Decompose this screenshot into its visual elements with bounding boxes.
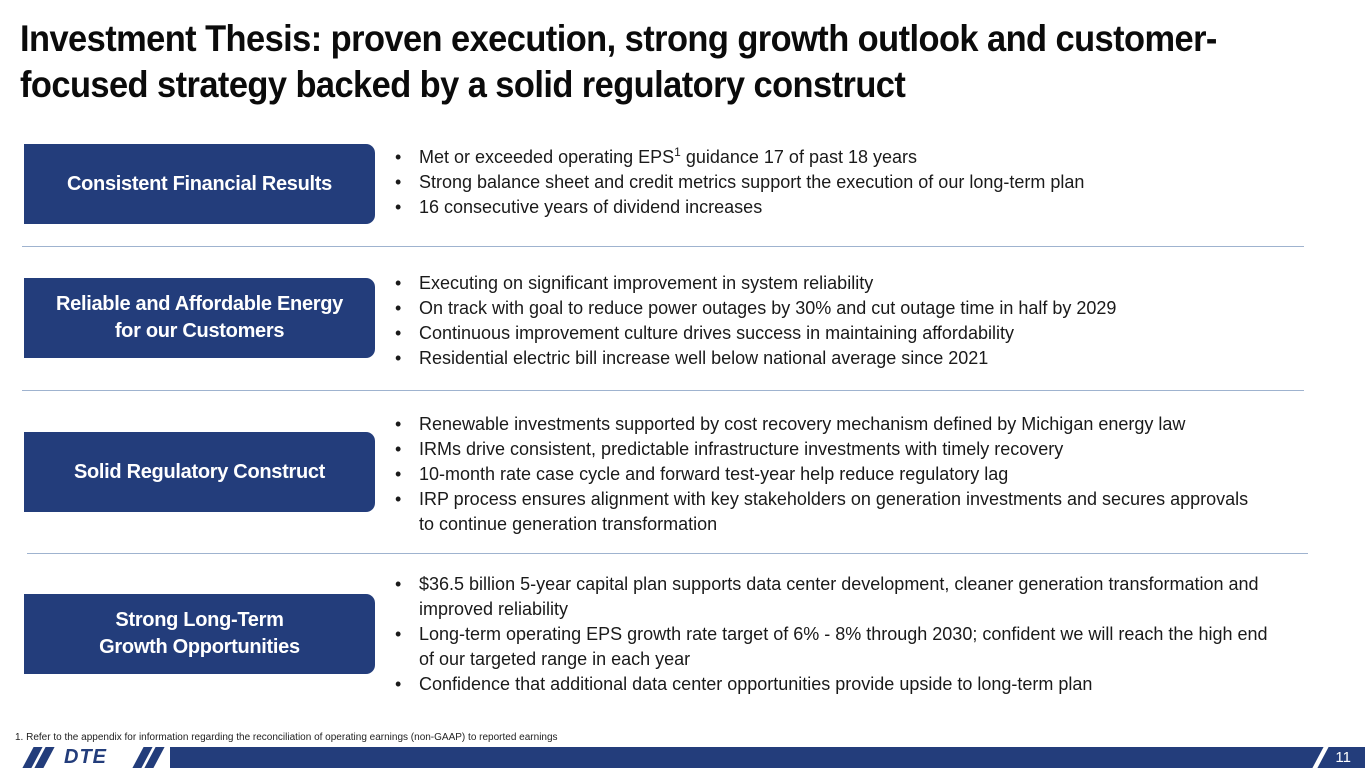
bullet-item: On track with goal to reduce power outag… [393, 296, 1293, 321]
bullet-item: IRMs drive consistent, predictable infra… [393, 437, 1263, 462]
section-divider [22, 390, 1304, 391]
bullet-item: 10-month rate case cycle and forward tes… [393, 462, 1263, 487]
page-title: Investment Thesis: proven execution, str… [20, 18, 1217, 105]
page-number: 11 [1335, 749, 1351, 766]
bullet-item: $36.5 billion 5-year capital plan suppor… [393, 572, 1273, 622]
dte-logo: DTE [64, 746, 107, 768]
section-label-financial: Consistent Financial Results [24, 144, 375, 224]
bullet-item: Executing on significant improvement in … [393, 271, 1293, 296]
bullet-item: Long-term operating EPS growth rate targ… [393, 622, 1273, 672]
section-label-text: Solid Regulatory Construct [73, 460, 326, 483]
section-label-text: Reliable and Affordable Energy for our C… [56, 293, 343, 342]
bullet-list-growth: $36.5 billion 5-year capital plan suppor… [393, 572, 1273, 697]
footnote-marker: 1 [674, 145, 681, 159]
bullet-item: 16 consecutive years of dividend increas… [393, 195, 1293, 220]
footer-bar [0, 747, 1365, 768]
bullet-item: Renewable investments supported by cost … [393, 412, 1263, 437]
bullet-item: Met or exceeded operating EPS1 guidance … [393, 145, 1293, 170]
bullet-item: Continuous improvement culture drives su… [393, 321, 1293, 346]
section-label-growth: Strong Long-Term Growth Opportunities [24, 594, 375, 674]
bullet-list-regulatory: Renewable investments supported by cost … [393, 412, 1263, 537]
section-label-regulatory: Solid Regulatory Construct [24, 432, 375, 512]
section-label-text: Strong Long-Term Growth Opportunities [99, 609, 300, 658]
section-label-text: Consistent Financial Results [67, 172, 332, 195]
bullet-list-financial: Met or exceeded operating EPS1 guidance … [393, 145, 1293, 220]
section-divider [27, 553, 1308, 554]
bullet-list-reliable: Executing on significant improvement in … [393, 271, 1293, 371]
section-divider [22, 246, 1304, 247]
bullet-item: IRP process ensures alignment with key s… [393, 487, 1263, 537]
bullet-item: Residential electric bill increase well … [393, 346, 1293, 371]
bullet-item: Confidence that additional data center o… [393, 672, 1273, 697]
section-label-reliable: Reliable and Affordable Energy for our C… [24, 278, 375, 358]
footnote: 1. Refer to the appendix for information… [15, 732, 558, 743]
bullet-item: Strong balance sheet and credit metrics … [393, 170, 1293, 195]
